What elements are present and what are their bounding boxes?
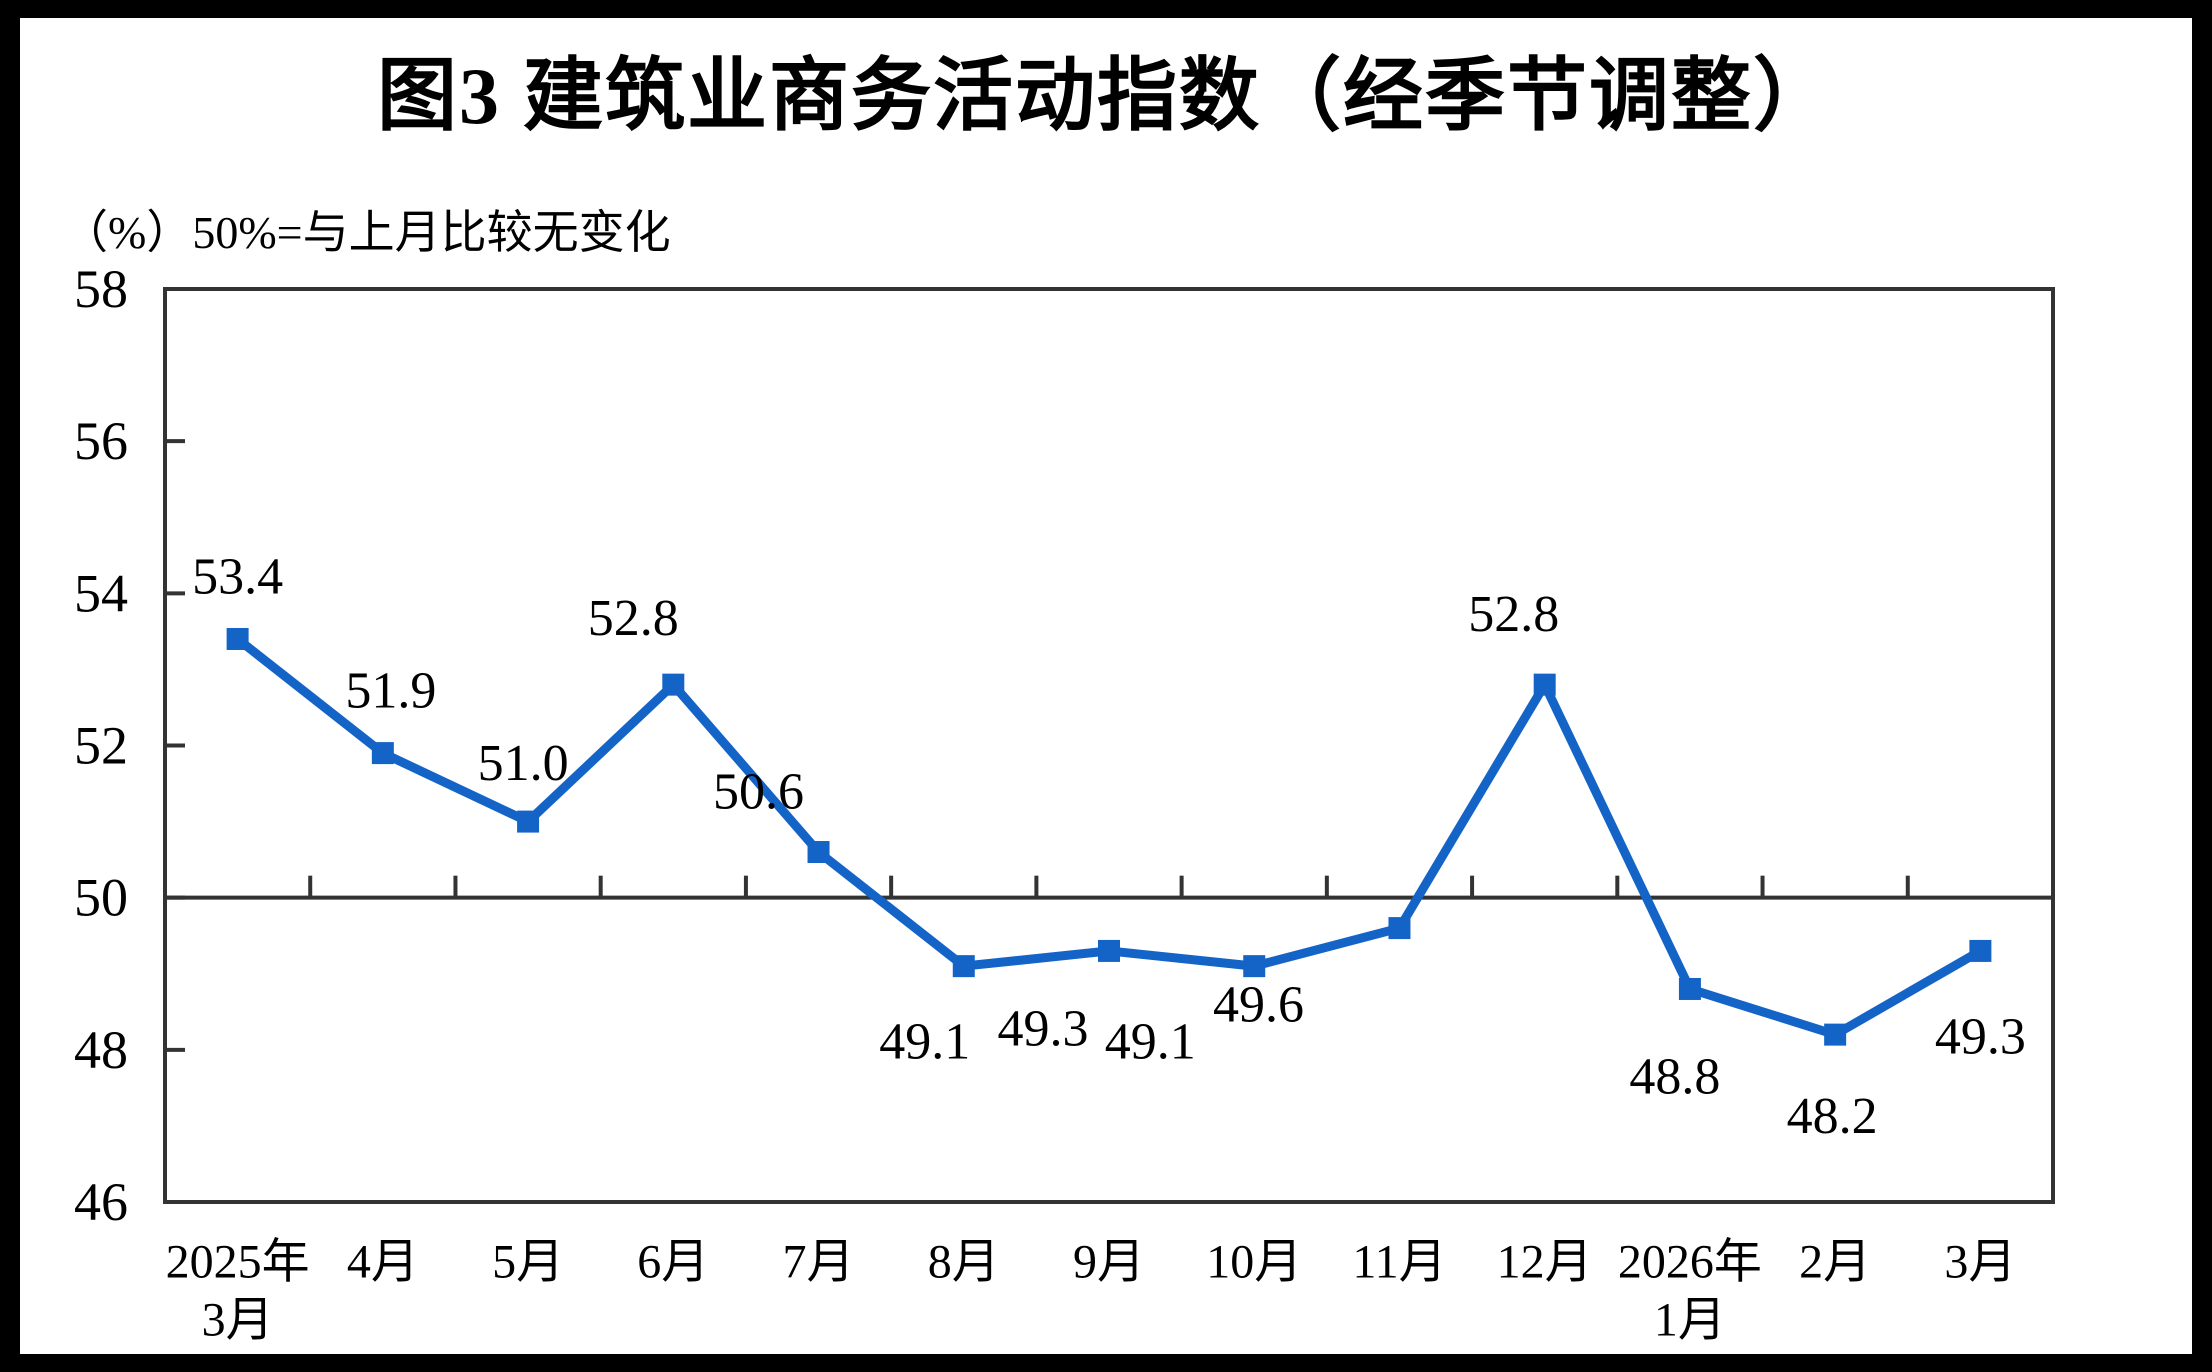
- y-tick-label: 46: [74, 1172, 128, 1232]
- data-label: 48.8: [1629, 1048, 1720, 1105]
- data-point-marker: [1824, 1023, 1847, 1046]
- y-tick-label: 54: [74, 563, 128, 623]
- data-label: 52.8: [1468, 586, 1559, 643]
- data-point-marker: [1533, 673, 1556, 696]
- data-line: [234, 635, 1983, 1040]
- x-tick-label: 10月: [1206, 1236, 1302, 1289]
- x-tick-label: 2月: [1799, 1236, 1871, 1289]
- data-point-marker: [662, 673, 685, 696]
- data-label: 49.6: [1213, 977, 1304, 1034]
- x-tick-label: 5月: [492, 1236, 564, 1289]
- x-tick-label: 2026年: [1618, 1236, 1762, 1289]
- data-point-marker: [1388, 917, 1411, 940]
- data-label: 49.3: [998, 1000, 1089, 1057]
- x-tick-label: 4月: [347, 1236, 419, 1289]
- data-label: 49.1: [1105, 1014, 1196, 1071]
- data-label: 51.9: [345, 663, 436, 720]
- x-tick-label: 1月: [1654, 1294, 1726, 1347]
- x-tick-label: 7月: [783, 1236, 855, 1289]
- x-tick-label: 12月: [1497, 1236, 1593, 1289]
- data-point-marker: [952, 955, 975, 978]
- x-tick-label: 6月: [637, 1236, 709, 1289]
- data-label: 49.3: [1935, 1008, 2026, 1065]
- x-tick-label: 3月: [1944, 1236, 2016, 1289]
- x-tick-label: 3月: [202, 1294, 274, 1347]
- y-tick-label: 48: [74, 1020, 128, 1080]
- data-label: 49.1: [879, 1014, 970, 1071]
- chart-page: [20, 18, 2192, 1354]
- y-tick-label: 50: [74, 868, 128, 928]
- x-tick-label: 11月: [1352, 1236, 1446, 1289]
- x-tick-label: 2025年: [166, 1236, 310, 1289]
- data-point-marker: [371, 742, 394, 765]
- data-point-marker: [517, 810, 540, 833]
- data-label: 50.6: [713, 764, 804, 821]
- data-label: 51.0: [478, 735, 569, 792]
- data-point-marker: [1098, 939, 1120, 962]
- chart-title: 图3 建筑业商务活动指数（经季节调整）: [377, 53, 1835, 141]
- x-tick-label: 9月: [1073, 1236, 1145, 1289]
- axis-unit-note: （%）50%=与上月比较无变化: [62, 207, 671, 258]
- data-point-marker: [807, 841, 830, 864]
- data-label: 52.8: [588, 590, 679, 647]
- y-tick-label: 56: [74, 411, 128, 471]
- data-label: 53.4: [192, 548, 283, 605]
- x-tick-label: 8月: [928, 1236, 1000, 1289]
- data-label: 48.2: [1787, 1088, 1878, 1145]
- data-point-marker: [1243, 955, 1266, 978]
- data-point-marker: [1678, 977, 1701, 1000]
- data-point-marker: [226, 627, 249, 650]
- y-tick-label: 52: [74, 716, 128, 776]
- data-point-marker: [1969, 939, 1992, 962]
- y-tick-label: 58: [74, 259, 128, 319]
